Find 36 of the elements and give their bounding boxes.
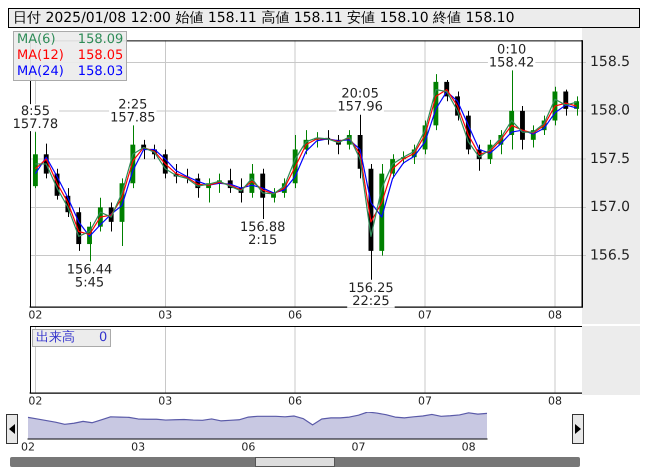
text: MA(6) (17, 32, 56, 48)
text: 出来高 (36, 330, 75, 346)
annotation: 20:05 157.96 (337, 86, 383, 115)
category-label: 08 (548, 394, 562, 408)
text: MA(24) (17, 64, 64, 80)
y-tick-label: 157.5 (590, 150, 630, 167)
annotation: 158.03 (78, 64, 124, 80)
x-tick-label: 03 (131, 440, 146, 454)
category-label: 06 (288, 394, 302, 408)
text: MA(12) (17, 48, 64, 64)
text: 0 (99, 330, 108, 346)
chart-title: 日付 2025/01/08 12:00 始値 158.11 高値 158.11 安値 158.10 終値 158.10 (8, 8, 640, 28)
annotation: 0:10 158.42 (488, 42, 534, 70)
x-tick-label: 08 (548, 308, 562, 322)
y-tick-label: 157.0 (590, 199, 630, 216)
x-tick-label: 02 (21, 440, 35, 454)
x-tick-label: 07 (418, 308, 432, 322)
category-label: 07 (418, 394, 432, 408)
y-tick-label: 156.5 (590, 247, 630, 264)
x-tick-label: 02 (28, 308, 42, 322)
category-label: 03 (158, 394, 172, 408)
y-tick-label: 158.0 (590, 102, 630, 118)
x-tick-label: 03 (158, 308, 172, 322)
x-tick-label: 06 (241, 440, 256, 454)
annotation: 156.44 5:45 (66, 262, 112, 290)
x-tick-label: 06 (288, 308, 302, 322)
x-tick-label: 08 (462, 440, 476, 454)
annotation: 156.25 22:25 (348, 280, 394, 309)
annotation: 156.88 2:15 (240, 220, 286, 248)
annotation: 8:55 157.78 (12, 104, 58, 132)
annotation: 158.09 (78, 32, 124, 48)
x-tick-label: 07 (351, 440, 366, 454)
y-tick-label: 158.5 (590, 54, 630, 70)
annotation: 2:25 157.85 (110, 97, 156, 126)
annotation: 158.05 (78, 48, 124, 64)
category-label: 02 (28, 394, 42, 408)
